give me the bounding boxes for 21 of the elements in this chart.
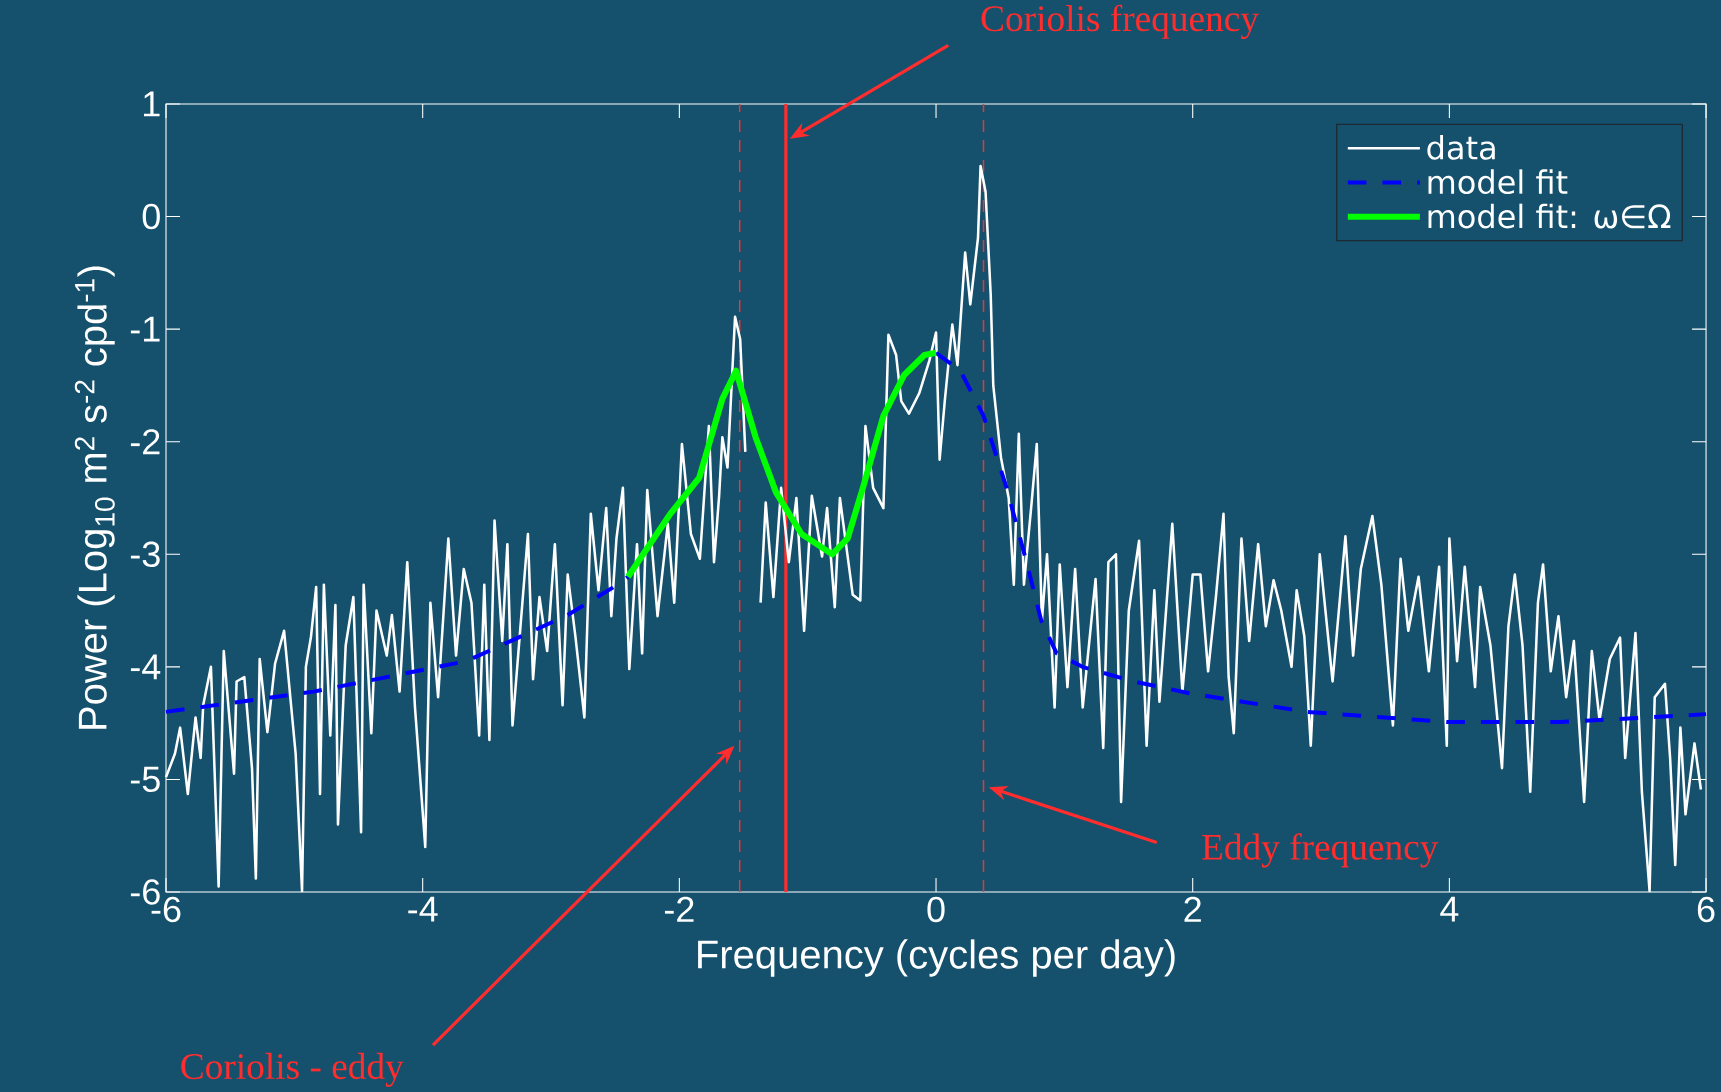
ref-line-label: Coriolis frequency [981,4,1259,39]
x-tick-label: -2 [664,896,694,922]
ref-line-label: Coriolis - eddy [181,1052,404,1087]
x-tick-label: 2 [1184,896,1201,922]
x-tick-label: 0 [927,896,945,923]
legend-label: model fit: ω∈Ω [1428,203,1671,229]
x-tick-label: 4 [1440,896,1459,922]
y-tick-label: 0 [142,203,160,230]
y-tick-label: -1 [130,316,160,342]
y-tick-label: -4 [130,654,161,680]
legend-label: data [1427,135,1495,160]
y-tick-label: -2 [130,429,160,455]
y-tick-label: -5 [130,766,160,792]
x-axis-title: Frequency (cycles per day) [698,939,1175,977]
x-tick-label: 6 [1697,896,1715,923]
legend-label: model fit [1428,169,1568,195]
text: Power (Log$_{10}$ m$^{2}$ s$^{-2}$ cpd$^{-1}$) [74,266,115,729]
y-tick-label: -3 [130,541,160,568]
y-tick-label: 1 [144,91,160,117]
x-tick-label: -4 [408,896,438,922]
ref-line-label: Eddy frequency [1202,833,1439,868]
